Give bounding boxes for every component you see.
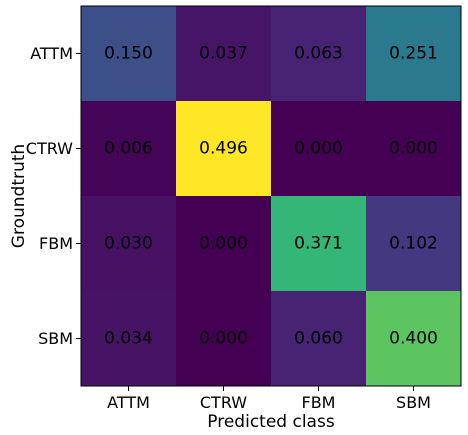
y-axis-ticks: ATTM CTRW FBM SBM bbox=[26, 44, 81, 348]
cell-value-label: 0.400 bbox=[389, 329, 438, 349]
x-tick-label: FBM bbox=[302, 393, 336, 412]
y-tick-label: ATTM bbox=[30, 44, 73, 63]
y-tick-label: CTRW bbox=[26, 139, 73, 158]
cell-value-label: 0.034 bbox=[104, 329, 153, 349]
cell-value-label: 0.000 bbox=[199, 329, 248, 349]
heatmap-cell-r1-c0 bbox=[81, 101, 177, 197]
heatmap-cells bbox=[81, 6, 462, 387]
heatmap-cell-r0-c2 bbox=[271, 6, 367, 102]
heatmap-cell-r3-c1 bbox=[176, 291, 272, 387]
cell-value-label: 0.037 bbox=[199, 44, 248, 64]
x-tick-label: ATTM bbox=[107, 393, 150, 412]
heatmap-cell-r1-c1 bbox=[176, 101, 272, 197]
cell-value-label: 0.000 bbox=[199, 234, 248, 254]
heatmap-cell-r0-c1 bbox=[176, 6, 272, 102]
cell-value-label: 0.060 bbox=[294, 329, 343, 349]
x-tick-label: SBM bbox=[396, 393, 431, 412]
heatmap-cell-r1-c2 bbox=[271, 101, 367, 197]
x-axis-label: Predicted class bbox=[207, 412, 335, 432]
cell-value-label: 0.496 bbox=[199, 139, 248, 159]
cell-value-label: 0.030 bbox=[104, 234, 153, 254]
heatmap-cell-r2-c1 bbox=[176, 196, 272, 292]
heatmap-cell-r3-c3 bbox=[366, 291, 462, 387]
heatmap-cell-r3-c0 bbox=[81, 291, 177, 387]
x-tick-label: CTRW bbox=[200, 393, 247, 412]
y-axis-label: Groundtruth bbox=[9, 144, 29, 248]
y-tick-label: FBM bbox=[39, 234, 73, 253]
cell-value-label: 0.006 bbox=[104, 139, 153, 159]
cell-value-label: 0.000 bbox=[389, 139, 438, 159]
cell-value-label: 0.251 bbox=[389, 44, 438, 64]
heatmap-cell-r0-c0 bbox=[81, 6, 177, 102]
cell-value-label: 0.063 bbox=[294, 44, 343, 64]
cell-value-label: 0.371 bbox=[294, 234, 343, 254]
heatmap-cell-r3-c2 bbox=[271, 291, 367, 387]
heatmap-cell-r1-c3 bbox=[366, 101, 462, 197]
heatmap-cell-r2-c0 bbox=[81, 196, 177, 292]
cell-value-label: 0.000 bbox=[294, 139, 343, 159]
y-tick-label: SBM bbox=[38, 329, 73, 348]
cell-value-labels: 0.150 0.037 0.063 0.251 0.006 0.496 0.000 0.000… bbox=[104, 44, 438, 349]
x-axis-ticks: ATTM CTRW FBM SBM bbox=[107, 386, 431, 412]
heatmap-cell-r0-c3 bbox=[366, 6, 462, 102]
plot-frame bbox=[80, 5, 462, 387]
cell-value-label: 0.150 bbox=[104, 44, 153, 64]
heatmap-cell-r2-c3 bbox=[366, 196, 462, 292]
cell-value-label: 0.102 bbox=[389, 234, 438, 254]
heatmap-cell-r2-c2 bbox=[271, 196, 367, 292]
